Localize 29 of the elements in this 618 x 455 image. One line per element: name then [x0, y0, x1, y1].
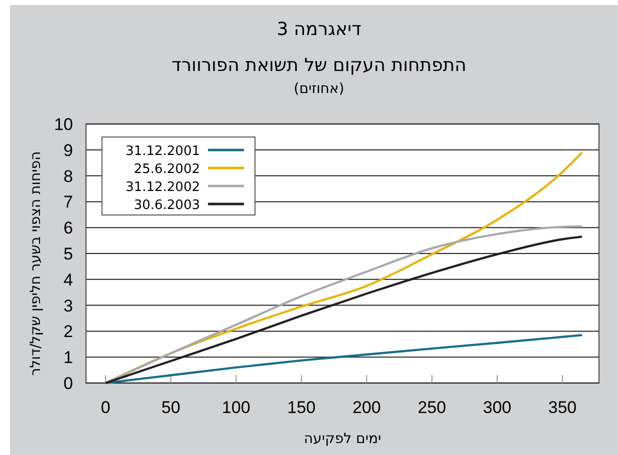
- x-tick-label: 300: [482, 398, 512, 417]
- x-tick-label: 350: [548, 398, 577, 417]
- legend-label: 25.6.2002: [134, 162, 200, 177]
- x-tick-label: 50: [161, 398, 180, 417]
- legend-label: 30.6.2003: [134, 198, 200, 213]
- legend-label: 31.12.2002: [126, 180, 200, 195]
- y-tick-label: 6: [64, 218, 73, 238]
- y-tick-label: 9: [64, 140, 73, 160]
- x-axis-title: ימים לפקיעה: [304, 431, 382, 447]
- x-tick-label: 250: [418, 398, 446, 417]
- x-tick-label: 0: [100, 398, 110, 417]
- y-tick-label: 8: [64, 166, 73, 186]
- y-tick-label: 2: [64, 322, 73, 342]
- text: (אחוזים): [294, 81, 344, 97]
- y-tick-label: 0: [64, 374, 73, 393]
- x-tick-label: 100: [222, 398, 250, 417]
- legend-label: 31.12.2001: [126, 144, 200, 159]
- chart-subtitle: התפתחות העקום של תשואת הפורוורד: [172, 55, 466, 76]
- line-series: [104, 334, 584, 384]
- y-tick-label: 3: [64, 296, 73, 316]
- y-tick-label: 7: [64, 192, 73, 212]
- y-tick-label: 4: [64, 270, 73, 290]
- y-tick-label: 5: [64, 244, 73, 264]
- chart-title: דיאגרמה 3: [276, 19, 362, 40]
- x-tick-label: 200: [352, 398, 381, 417]
- y-tick-label: 10: [54, 115, 73, 134]
- y-axis-title: הפיחות הצפוי בשער חליפין שקל/דולר: [28, 151, 44, 376]
- x-tick-label: 150: [287, 398, 316, 417]
- y-tick-label: 1: [64, 348, 73, 368]
